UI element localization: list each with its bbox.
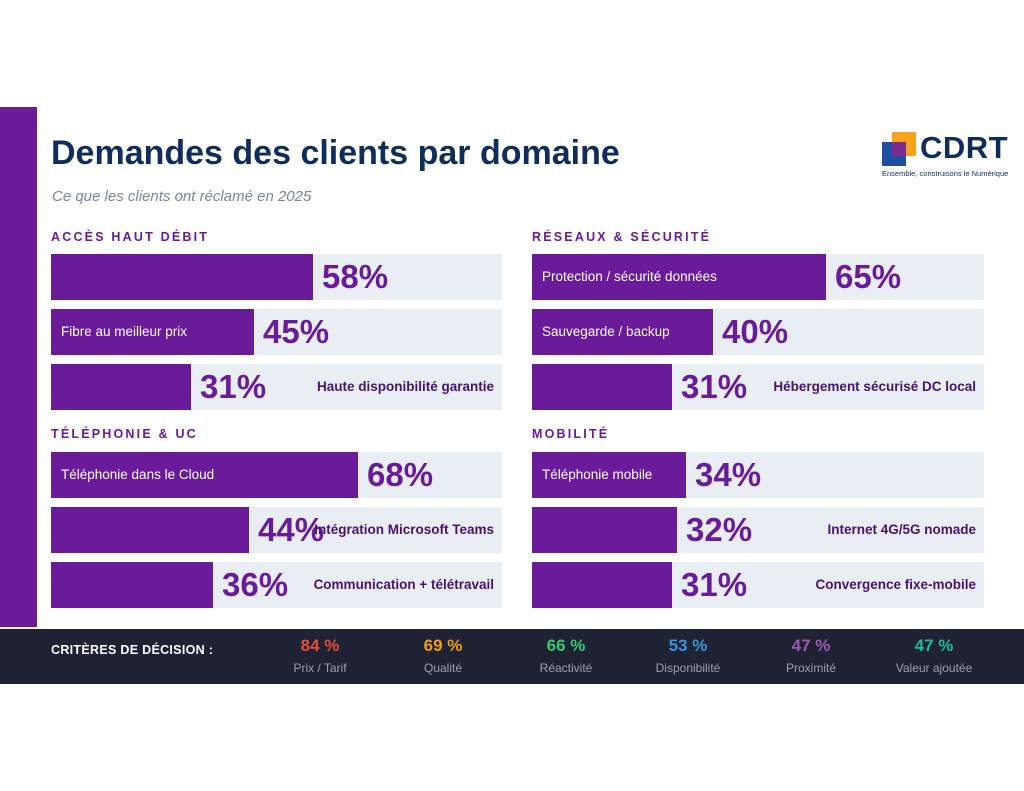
- criterion: 69 % Qualité: [388, 636, 498, 675]
- bar: Protection / sécurité données: [532, 254, 826, 300]
- criterion-name: Prix / Tarif: [293, 661, 347, 675]
- bar: Fibre au meilleur prix: [51, 309, 254, 355]
- bar: Téléphonie dans le Cloud: [51, 452, 358, 498]
- criterion-name: Disponibilité: [655, 661, 721, 675]
- bar: [51, 254, 313, 300]
- criterion-name: Qualité: [423, 661, 463, 675]
- bar-category-label: Hébergement sécurisé DC local: [773, 379, 976, 394]
- bar-value-label: 44%: [258, 511, 325, 548]
- bar-category-label: Sauvegarde / backup: [542, 324, 670, 339]
- bar-category-label: Intégration Microsoft Teams: [314, 522, 494, 537]
- bar-track: Sauvegarde / backup 40%: [532, 309, 984, 355]
- criterion-name: Réactivité: [539, 661, 593, 675]
- criterion: 47 % Proximité: [756, 636, 866, 675]
- bar-value-label: 34%: [695, 456, 762, 493]
- bar-category-label: Protection / sécurité données: [542, 269, 717, 284]
- criterion-value: 53 %: [668, 636, 708, 655]
- bar-value-label: 31%: [681, 368, 748, 405]
- bar: Sauvegarde / backup: [532, 309, 713, 355]
- bar-category-label: Internet 4G/5G nomade: [827, 522, 976, 537]
- bar-category-label: Téléphonie dans le Cloud: [61, 467, 215, 482]
- bar: Téléphonie mobile: [532, 452, 686, 498]
- bar-category-label: Communication + télétravail: [313, 577, 494, 592]
- logo-icon: [882, 132, 916, 166]
- footer-label: CRITÈRES DE DÉCISION :: [51, 643, 214, 657]
- logo-name: CDRT: [920, 130, 1009, 165]
- section-title: MOBILITÉ: [532, 427, 610, 441]
- section-title: TÉLÉPHONIE & UC: [51, 427, 198, 441]
- bar-track: 58%: [51, 254, 502, 300]
- bar: [51, 364, 191, 410]
- bar-value-label: 31%: [681, 566, 748, 603]
- bar-value-label: 36%: [222, 566, 289, 603]
- bar: [532, 562, 672, 608]
- criterion-value: 47 %: [914, 636, 954, 655]
- bar-track: 36% Communication + télétravail: [51, 562, 502, 608]
- bar-value-label: 65%: [835, 258, 902, 295]
- bar: [532, 364, 672, 410]
- bar-category-label: Convergence fixe-mobile: [815, 577, 976, 592]
- decision-criteria-footer: CRITÈRES DE DÉCISION : 84 % Prix / Tarif…: [0, 629, 1024, 684]
- bar-track: 44% Intégration Microsoft Teams: [51, 507, 502, 553]
- criterion-value: 69 %: [423, 636, 463, 655]
- bar: [532, 507, 677, 553]
- criterion-name: Proximité: [785, 661, 836, 675]
- bar-value-label: 40%: [722, 313, 789, 350]
- company-logo: CDRT Ensemble, construisons le Numérique: [882, 130, 1016, 180]
- bar-value-label: 32%: [686, 511, 753, 548]
- criterion: 53 % Disponibilité: [633, 636, 743, 675]
- bar-track: 31% Hébergement sécurisé DC local: [532, 364, 984, 410]
- bar-track: 32% Internet 4G/5G nomade: [532, 507, 984, 553]
- bar-track: Téléphonie mobile 34%: [532, 452, 984, 498]
- bar: [51, 562, 213, 608]
- section-title: ACCÈS HAUT DÉBIT: [51, 230, 210, 244]
- criterion-name: Valeur ajoutée: [895, 661, 973, 675]
- criterion-value: 47 %: [791, 636, 831, 655]
- bar-value-label: 68%: [367, 456, 434, 493]
- criterion-value: 66 %: [546, 636, 586, 655]
- bar-track: 31% Haute disponibilité garantie: [51, 364, 502, 410]
- bar-track: Protection / sécurité données 65%: [532, 254, 984, 300]
- bar-value-label: 45%: [263, 313, 330, 350]
- bar-track: Fibre au meilleur prix 45%: [51, 309, 502, 355]
- page-title: Demandes des clients par domaine: [51, 134, 620, 172]
- criterion: 66 % Réactivité: [511, 636, 621, 675]
- bar: [51, 507, 249, 553]
- logo-tagline: Ensemble, construisons le Numérique: [882, 169, 1009, 178]
- bar-value-label: 31%: [200, 368, 267, 405]
- bar-track: Téléphonie dans le Cloud 68%: [51, 452, 502, 498]
- bar-category-label: Fibre au meilleur prix: [61, 324, 188, 339]
- section-title: RÉSEAUX & SÉCURITÉ: [532, 230, 712, 244]
- criterion: 84 % Prix / Tarif: [265, 636, 375, 675]
- left-accent-bar: [0, 107, 37, 627]
- bar-value-label: 58%: [322, 258, 389, 295]
- page-subtitle: Ce que les clients ont réclamé en 2025: [52, 188, 312, 205]
- criterion: 47 % Valeur ajoutée: [879, 636, 989, 675]
- bar-category-label: Haute disponibilité garantie: [316, 379, 494, 394]
- bar-track: 31% Convergence fixe-mobile: [532, 562, 984, 608]
- bar-category-label: Téléphonie mobile: [542, 467, 653, 482]
- criterion-value: 84 %: [300, 636, 340, 655]
